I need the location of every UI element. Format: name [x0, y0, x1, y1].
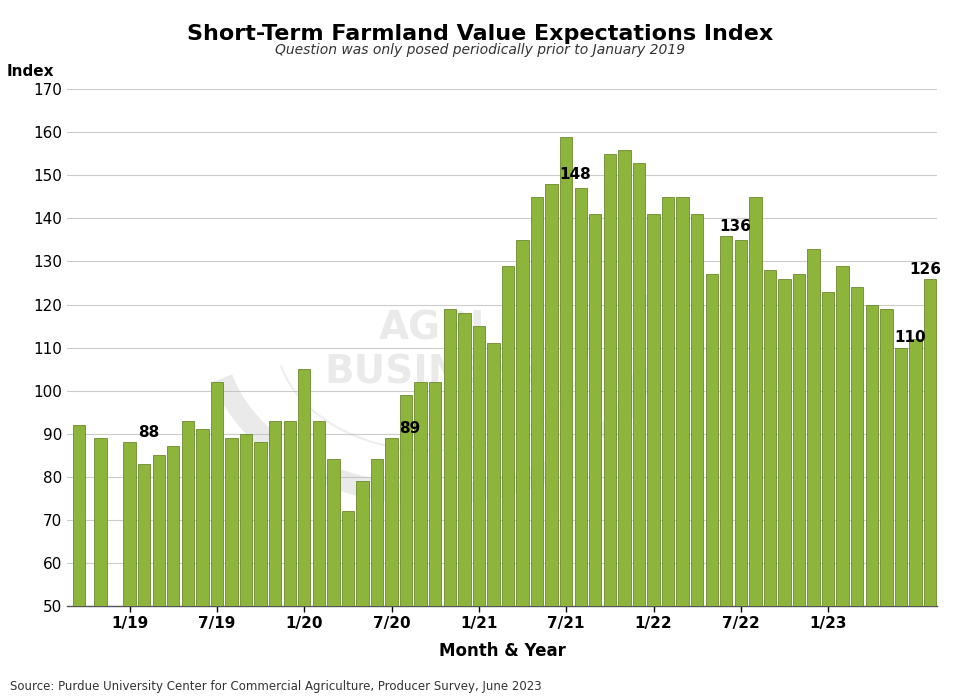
Bar [677, 197, 688, 696]
Bar [73, 425, 84, 696]
Bar [618, 150, 631, 696]
Bar [240, 434, 252, 696]
Bar [647, 214, 660, 696]
Bar [516, 240, 529, 696]
Bar [575, 189, 587, 696]
Bar [589, 214, 602, 696]
Bar [138, 464, 151, 696]
Bar [779, 278, 791, 696]
Bar [895, 347, 907, 696]
Bar [545, 184, 558, 696]
Text: Short-Term Farmland Value Expectations Index: Short-Term Farmland Value Expectations I… [187, 24, 773, 45]
Text: Source: Purdue University Center for Commercial Agriculture, Producer Survey, Ju: Source: Purdue University Center for Com… [10, 679, 541, 693]
X-axis label: Month & Year: Month & Year [439, 642, 565, 660]
Bar [807, 248, 820, 696]
Bar [211, 382, 223, 696]
Bar [167, 446, 180, 696]
Bar [269, 420, 281, 696]
Bar [226, 438, 238, 696]
Bar [909, 339, 922, 696]
Text: 89: 89 [399, 420, 420, 436]
Bar [604, 154, 616, 696]
Bar [502, 266, 515, 696]
Bar [196, 429, 208, 696]
Bar [720, 236, 732, 696]
Bar [633, 163, 645, 696]
Bar [852, 287, 863, 696]
Bar [734, 240, 747, 696]
Bar [661, 197, 674, 696]
Bar [472, 326, 485, 696]
Bar [415, 382, 427, 696]
Bar [793, 274, 805, 696]
Bar [327, 459, 340, 696]
Text: 126: 126 [909, 262, 941, 276]
Bar [458, 313, 470, 696]
Bar [429, 382, 442, 696]
Bar [124, 442, 135, 696]
Bar [313, 420, 325, 696]
Text: AGRI
BUSINESS: AGRI BUSINESS [324, 309, 541, 391]
Bar [866, 305, 878, 696]
Text: Question was only posed periodically prior to January 2019: Question was only posed periodically pri… [275, 43, 685, 57]
Bar [706, 274, 718, 696]
Bar [764, 270, 776, 696]
Bar [181, 420, 194, 696]
Bar [749, 197, 761, 696]
Bar [283, 420, 296, 696]
Bar [400, 395, 412, 696]
Bar [444, 309, 456, 696]
Bar [254, 442, 267, 696]
Bar [342, 511, 354, 696]
Bar [924, 278, 936, 696]
Bar [560, 136, 572, 696]
Bar [488, 343, 499, 696]
Bar [153, 455, 165, 696]
Bar [531, 197, 543, 696]
Bar [356, 481, 369, 696]
Bar [836, 266, 849, 696]
Bar [822, 292, 834, 696]
Bar [371, 459, 383, 696]
Bar [385, 438, 397, 696]
Text: 88: 88 [137, 425, 159, 440]
Text: 110: 110 [895, 331, 926, 345]
Bar [94, 438, 107, 696]
Text: 136: 136 [720, 219, 752, 234]
Bar [691, 214, 704, 696]
Bar [880, 309, 893, 696]
Text: Index: Index [6, 64, 54, 79]
Text: 148: 148 [560, 167, 591, 182]
Bar [299, 369, 310, 696]
